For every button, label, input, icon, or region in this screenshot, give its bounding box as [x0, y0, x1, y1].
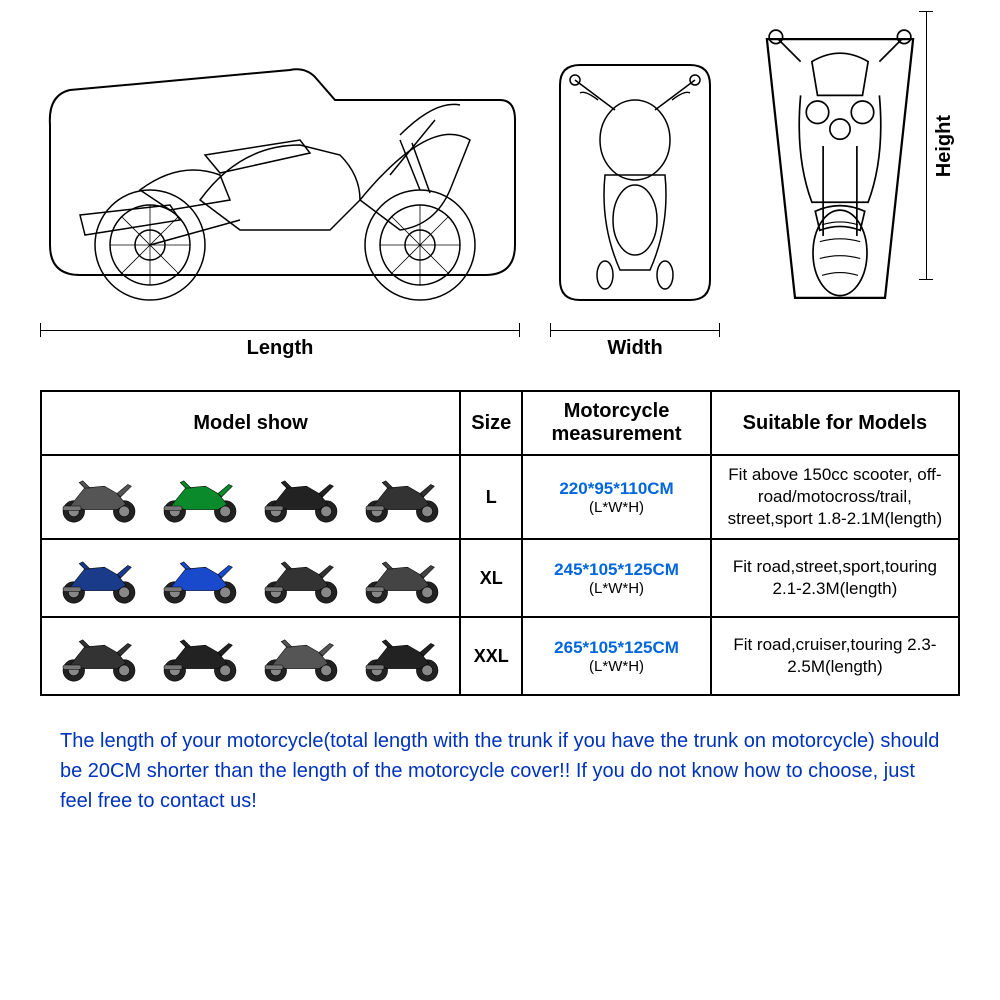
- adventure-icon: [54, 548, 144, 608]
- table-row: XXL265*105*125CM(L*W*H)Fit road,cruiser,…: [41, 617, 959, 695]
- suitable-cell: Fit above 150cc scooter, off-road/motocr…: [711, 455, 959, 539]
- width-dimension-line: [550, 330, 720, 331]
- length-dimension-line: [40, 330, 520, 331]
- header-size: Size: [460, 391, 522, 455]
- motorcycle-top-outline-icon: [550, 45, 720, 315]
- header-measurement: Motorcycle measurement: [522, 391, 711, 455]
- measurement-cell: 245*105*125CM(L*W*H): [522, 539, 711, 617]
- size-cell: L: [460, 455, 522, 539]
- touring-icon: [256, 548, 346, 608]
- adv-touring-icon: [357, 548, 447, 608]
- bagger-icon: [54, 626, 144, 686]
- size-chart-table: Model show Size Motorcycle measurement S…: [40, 390, 960, 696]
- sizing-note: The length of your motorcycle(total leng…: [40, 726, 960, 816]
- suitable-cell: Fit road,street,sport,touring 2.1-2.3M(l…: [711, 539, 959, 617]
- length-label: Length: [247, 337, 314, 360]
- width-label: Width: [607, 337, 662, 360]
- suitable-cell: Fit road,cruiser,touring 2.3-2.5M(length…: [711, 617, 959, 695]
- scooter-icon: [54, 467, 144, 527]
- measurement-value: 265*105*125CM: [533, 638, 700, 658]
- measurement-sub: (L*W*H): [533, 499, 700, 516]
- header-suitable: Suitable for Models: [711, 391, 959, 455]
- measurement-sub: (L*W*H): [533, 580, 700, 597]
- diagram-top-view: Width: [550, 45, 720, 360]
- sport-icon: [256, 467, 346, 527]
- height-label: Height: [933, 115, 956, 177]
- measurement-cell: 265*105*125CM(L*W*H): [522, 617, 711, 695]
- measurement-value: 220*95*110CM: [533, 479, 700, 499]
- classic-cruiser-icon: [357, 626, 447, 686]
- cruiser-icon: [155, 626, 245, 686]
- model-cell: [41, 455, 460, 539]
- measurement-value: 245*105*125CM: [533, 560, 700, 580]
- height-dimension-line: Height: [926, 11, 956, 280]
- sport-touring-icon: [155, 548, 245, 608]
- dimension-diagrams: Length: [40, 20, 960, 360]
- model-cell: [41, 539, 460, 617]
- diagram-front-view: Height: [750, 11, 930, 360]
- size-cell: XXL: [460, 617, 522, 695]
- size-cell: XL: [460, 539, 522, 617]
- motorcycle-front-outline-icon: [750, 11, 930, 315]
- diagram-side-view: Length: [40, 45, 520, 360]
- table-row: XL245*105*125CM(L*W*H)Fit road,street,sp…: [41, 539, 959, 617]
- measurement-cell: 220*95*110CM(L*W*H): [522, 455, 711, 539]
- model-cell: [41, 617, 460, 695]
- motorcycle-side-outline-icon: [40, 45, 520, 315]
- header-model: Model show: [41, 391, 460, 455]
- power-cruiser-icon: [256, 626, 346, 686]
- maxi-scooter-icon: [357, 467, 447, 527]
- table-row: L220*95*110CM(L*W*H)Fit above 150cc scoo…: [41, 455, 959, 539]
- motocross-icon: [155, 467, 245, 527]
- measurement-sub: (L*W*H): [533, 658, 700, 675]
